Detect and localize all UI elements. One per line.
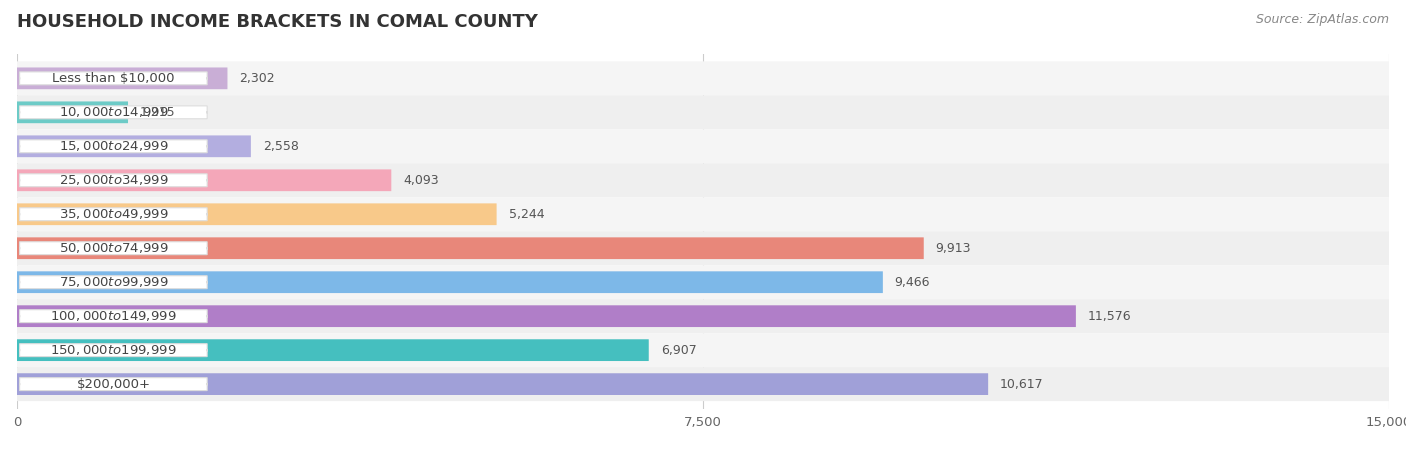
Text: 10,617: 10,617 bbox=[1000, 378, 1043, 391]
Text: 9,913: 9,913 bbox=[935, 242, 972, 255]
Text: Source: ZipAtlas.com: Source: ZipAtlas.com bbox=[1256, 13, 1389, 26]
Text: $25,000 to $34,999: $25,000 to $34,999 bbox=[59, 173, 169, 187]
FancyBboxPatch shape bbox=[20, 276, 207, 289]
Text: $200,000+: $200,000+ bbox=[76, 378, 150, 391]
FancyBboxPatch shape bbox=[17, 101, 128, 123]
FancyBboxPatch shape bbox=[17, 305, 1076, 327]
FancyBboxPatch shape bbox=[20, 72, 207, 85]
FancyBboxPatch shape bbox=[20, 310, 207, 323]
FancyBboxPatch shape bbox=[17, 299, 1389, 333]
FancyBboxPatch shape bbox=[17, 67, 228, 89]
FancyBboxPatch shape bbox=[17, 367, 1389, 401]
FancyBboxPatch shape bbox=[20, 208, 207, 221]
Text: Less than $10,000: Less than $10,000 bbox=[52, 72, 174, 85]
FancyBboxPatch shape bbox=[17, 197, 1389, 231]
FancyBboxPatch shape bbox=[17, 129, 1389, 163]
FancyBboxPatch shape bbox=[17, 333, 1389, 367]
FancyBboxPatch shape bbox=[17, 271, 883, 293]
FancyBboxPatch shape bbox=[17, 169, 391, 191]
Text: 6,907: 6,907 bbox=[661, 343, 696, 357]
Text: $10,000 to $14,999: $10,000 to $14,999 bbox=[59, 106, 169, 119]
Text: 11,576: 11,576 bbox=[1088, 310, 1132, 323]
FancyBboxPatch shape bbox=[17, 339, 648, 361]
FancyBboxPatch shape bbox=[17, 238, 924, 259]
FancyBboxPatch shape bbox=[17, 62, 1389, 95]
Text: 2,558: 2,558 bbox=[263, 140, 298, 153]
FancyBboxPatch shape bbox=[20, 140, 207, 153]
Text: $35,000 to $49,999: $35,000 to $49,999 bbox=[59, 207, 169, 221]
FancyBboxPatch shape bbox=[20, 378, 207, 391]
Text: $75,000 to $99,999: $75,000 to $99,999 bbox=[59, 275, 169, 289]
FancyBboxPatch shape bbox=[17, 373, 988, 395]
FancyBboxPatch shape bbox=[17, 265, 1389, 299]
FancyBboxPatch shape bbox=[20, 343, 207, 357]
Text: 9,466: 9,466 bbox=[894, 276, 931, 289]
Text: 4,093: 4,093 bbox=[404, 174, 439, 187]
Text: 1,215: 1,215 bbox=[141, 106, 176, 119]
FancyBboxPatch shape bbox=[20, 242, 207, 255]
Text: $150,000 to $199,999: $150,000 to $199,999 bbox=[51, 343, 177, 357]
FancyBboxPatch shape bbox=[17, 203, 496, 225]
Text: $50,000 to $74,999: $50,000 to $74,999 bbox=[59, 241, 169, 255]
FancyBboxPatch shape bbox=[17, 95, 1389, 129]
Text: $15,000 to $24,999: $15,000 to $24,999 bbox=[59, 139, 169, 153]
FancyBboxPatch shape bbox=[20, 106, 207, 119]
FancyBboxPatch shape bbox=[17, 163, 1389, 197]
FancyBboxPatch shape bbox=[20, 174, 207, 187]
FancyBboxPatch shape bbox=[17, 231, 1389, 265]
FancyBboxPatch shape bbox=[17, 136, 250, 157]
Text: 2,302: 2,302 bbox=[239, 72, 276, 85]
Text: HOUSEHOLD INCOME BRACKETS IN COMAL COUNTY: HOUSEHOLD INCOME BRACKETS IN COMAL COUNT… bbox=[17, 13, 537, 31]
Text: 5,244: 5,244 bbox=[509, 208, 544, 221]
Text: $100,000 to $149,999: $100,000 to $149,999 bbox=[51, 309, 177, 323]
